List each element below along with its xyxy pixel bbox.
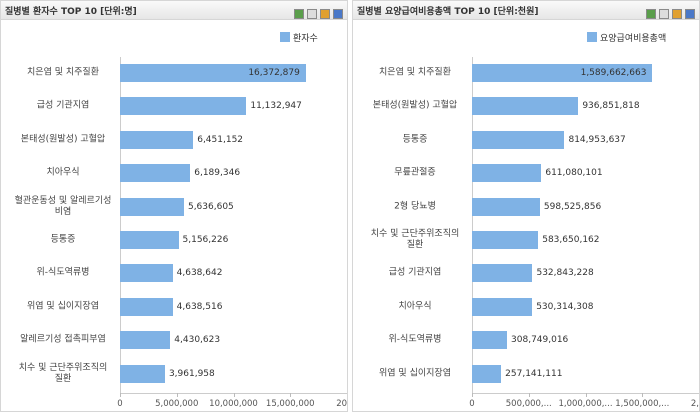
category-label: 급성 기관지염 xyxy=(388,267,442,278)
tick-mark xyxy=(585,393,587,397)
x-tick-label: 10,000,000 xyxy=(209,399,258,409)
bar xyxy=(472,130,565,149)
value-label: 308,749,016 xyxy=(511,335,569,346)
axis-line xyxy=(120,57,121,393)
category-label: 혈관운동성 및 알레르기성 비염 xyxy=(14,195,112,217)
category-label: 본태성(원발성) 고혈압 xyxy=(20,134,106,145)
category-label: 급성 기관지염 xyxy=(36,100,90,111)
tick-mark xyxy=(528,393,530,397)
value-label: 598,525,856 xyxy=(543,201,602,212)
bar xyxy=(120,331,171,350)
x-tick-label: 500,000,... xyxy=(505,399,552,409)
legend-swatch xyxy=(280,32,290,42)
category-label: 치아우식 xyxy=(398,301,432,312)
bar xyxy=(472,297,533,316)
category-label: 위염 및 십이지장염 xyxy=(27,301,99,312)
value-label: 4,638,516 xyxy=(176,301,223,312)
value-label: 5,156,226 xyxy=(182,235,229,245)
toolbar[interactable] xyxy=(291,4,343,23)
value-label: 16,372,879 xyxy=(248,68,300,78)
value-label: 532,843,228 xyxy=(536,268,594,279)
bar xyxy=(472,231,539,249)
toolbar[interactable] xyxy=(643,4,695,23)
value-label: 611,080,101 xyxy=(545,168,603,179)
value-label: 257,141,111 xyxy=(505,368,563,379)
x-tick-label: 2,... xyxy=(690,399,700,409)
bar xyxy=(472,197,540,216)
bar xyxy=(120,64,306,82)
x-tick-label: 0 xyxy=(469,399,475,409)
tick-mark xyxy=(642,393,644,397)
value-label: 11,132,947 xyxy=(250,101,302,112)
value-label: 1,589,662,663 xyxy=(580,68,647,78)
bar xyxy=(472,331,508,350)
x-tick-label: 5,000,000 xyxy=(155,399,199,409)
bar xyxy=(120,164,191,183)
bar xyxy=(120,231,179,249)
x-tick-label: 15,000,000 xyxy=(265,399,315,409)
category-label: 본태성(원발성) 고혈압 xyxy=(372,100,458,111)
bar xyxy=(120,297,173,316)
value-label: 4,638,642 xyxy=(176,268,223,279)
bar xyxy=(120,364,165,383)
category-label: 등통증 xyxy=(402,134,428,145)
panel-header: 질병별 환자수 TOP 10 [단위:명] xyxy=(1,1,347,20)
category-label: 2형 당뇨병 xyxy=(394,201,436,212)
value-label: 6,451,152 xyxy=(197,134,244,145)
bar xyxy=(472,64,653,82)
category-label: 치수 및 근단주위조직의 질환 xyxy=(18,362,108,384)
tick-mark xyxy=(290,393,292,397)
bar xyxy=(472,164,542,183)
value-label: 4,430,623 xyxy=(174,335,221,346)
x-tick-label: 1,000,000,... xyxy=(558,399,613,409)
value-label: 5,636,605 xyxy=(187,201,234,212)
tick-mark xyxy=(347,393,348,397)
bar xyxy=(472,364,502,383)
x-tick-label: 1,500,000,... xyxy=(615,399,670,409)
category-label: 치아우식 xyxy=(46,167,80,178)
legend-label: 환자수 xyxy=(293,34,318,44)
bar xyxy=(472,264,533,283)
value-label: 814,953,637 xyxy=(568,134,626,145)
value-label: 3,961,958 xyxy=(168,368,215,379)
category-label: 등통증 xyxy=(50,234,76,245)
value-label: 530,314,308 xyxy=(536,301,594,312)
value-label: 936,851,818 xyxy=(582,101,640,112)
bar xyxy=(120,130,194,149)
tick-mark xyxy=(176,393,178,397)
category-label: 위염 및 십이지장염 xyxy=(379,368,451,379)
chart-panel: 질병별 환자수 TOP 10 [단위:명] 0 5,000,000 10,000,0… xyxy=(0,0,348,412)
tick-mark xyxy=(120,393,121,397)
category-label: 치은염 및 치주질환 xyxy=(379,67,451,78)
tick-mark xyxy=(233,393,235,397)
legend-swatch xyxy=(587,32,597,42)
x-tick-label: 0 xyxy=(117,399,123,409)
bar xyxy=(472,97,579,116)
bar xyxy=(120,264,173,283)
value-label: 6,189,346 xyxy=(194,168,241,179)
chart-title: 질병별 환자수 TOP 10 [단위:명] xyxy=(5,7,137,17)
category-label: 알레르기성 접촉피부염 xyxy=(20,334,106,345)
legend-label: 요양급여비용총액 xyxy=(600,34,667,44)
bar xyxy=(120,97,247,116)
category-label: 치수 및 근단주위조직의 질환 xyxy=(370,229,460,250)
category-label: 위-식도역류병 xyxy=(388,334,442,345)
category-label: 위-식도역류병 xyxy=(36,267,90,278)
bar xyxy=(120,197,184,216)
category-label: 무릎관절증 xyxy=(394,167,436,178)
value-label: 583,650,162 xyxy=(542,235,600,245)
axis-line xyxy=(472,57,473,393)
category-label: 치은염 및 치주질환 xyxy=(27,67,99,78)
panel-header: 질병별 요양급여비용총액 TOP 10 [단위:천원] xyxy=(353,1,699,20)
x-tick-label: 20,... xyxy=(336,399,348,409)
tick-mark xyxy=(472,393,473,397)
chart-title: 질병별 요양급여비용총액 TOP 10 [단위:천원] xyxy=(357,7,539,17)
chart-panel: 질병별 요양급여비용총액 TOP 10 [단위:천원] 0 500,000,...… xyxy=(352,0,700,412)
